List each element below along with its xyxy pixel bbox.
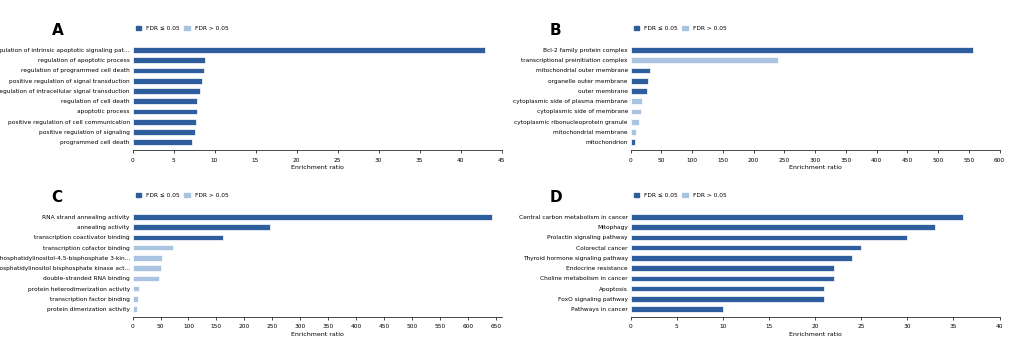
Bar bbox=[132, 276, 159, 281]
Bar bbox=[132, 265, 160, 271]
Bar bbox=[132, 47, 485, 53]
Bar bbox=[630, 47, 972, 53]
Bar bbox=[630, 286, 823, 291]
X-axis label: Enrichment ratio: Enrichment ratio bbox=[290, 332, 343, 337]
Text: C: C bbox=[51, 190, 62, 205]
Bar bbox=[132, 129, 195, 135]
X-axis label: Enrichment ratio: Enrichment ratio bbox=[290, 165, 343, 170]
Bar bbox=[630, 306, 722, 312]
Bar bbox=[630, 265, 833, 271]
Bar bbox=[132, 234, 223, 240]
Bar bbox=[630, 78, 648, 83]
Bar bbox=[630, 68, 650, 73]
X-axis label: Enrichment ratio: Enrichment ratio bbox=[788, 165, 841, 170]
Bar bbox=[630, 57, 777, 63]
Text: A: A bbox=[51, 23, 63, 38]
Bar bbox=[630, 98, 641, 104]
Bar bbox=[132, 214, 491, 220]
Bar bbox=[132, 255, 161, 261]
Bar bbox=[630, 296, 823, 302]
Bar bbox=[630, 255, 851, 261]
Bar bbox=[132, 109, 197, 114]
Bar bbox=[132, 78, 202, 83]
Bar bbox=[132, 119, 196, 125]
Text: D: D bbox=[549, 190, 561, 205]
Bar bbox=[630, 234, 907, 240]
Bar bbox=[132, 296, 138, 302]
Bar bbox=[132, 88, 200, 94]
Bar bbox=[132, 68, 204, 73]
Bar bbox=[630, 109, 641, 114]
Bar bbox=[132, 306, 137, 312]
Bar bbox=[630, 88, 647, 94]
Bar bbox=[132, 139, 193, 145]
Legend: FDR ≤ 0.05, FDR > 0.05: FDR ≤ 0.05, FDR > 0.05 bbox=[136, 26, 228, 31]
Bar bbox=[132, 98, 197, 104]
Bar bbox=[132, 286, 140, 291]
Bar bbox=[630, 245, 860, 250]
Legend: FDR ≤ 0.05, FDR > 0.05: FDR ≤ 0.05, FDR > 0.05 bbox=[136, 193, 228, 198]
Text: B: B bbox=[549, 23, 560, 38]
Bar bbox=[132, 57, 205, 63]
Legend: FDR ≤ 0.05, FDR > 0.05: FDR ≤ 0.05, FDR > 0.05 bbox=[633, 193, 726, 198]
X-axis label: Enrichment ratio: Enrichment ratio bbox=[788, 332, 841, 337]
Bar bbox=[630, 276, 833, 281]
Bar bbox=[132, 245, 173, 250]
Legend: FDR ≤ 0.05, FDR > 0.05: FDR ≤ 0.05, FDR > 0.05 bbox=[633, 26, 726, 31]
Bar bbox=[630, 129, 635, 135]
Bar bbox=[630, 214, 962, 220]
Bar bbox=[132, 224, 269, 230]
Bar bbox=[630, 139, 635, 145]
Bar bbox=[630, 119, 638, 125]
Bar bbox=[630, 224, 934, 230]
